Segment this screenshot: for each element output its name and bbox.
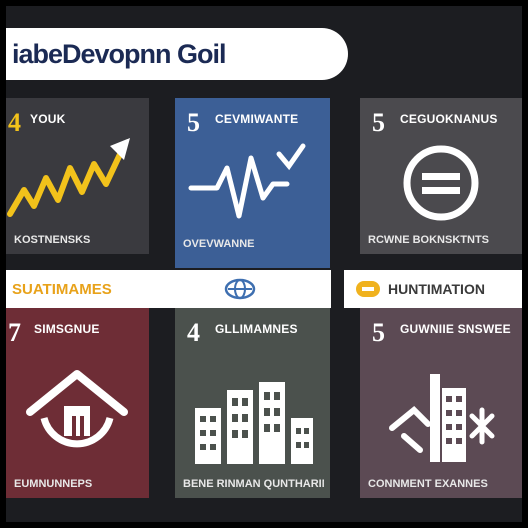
title-banner: iabeDevopnn Goil — [6, 28, 348, 80]
tile-footer: BENE RINMAN QUNTHARINES — [183, 478, 324, 490]
tile-footer: RCWNE BOKNSKTNTS — [368, 234, 489, 246]
tile-footer: KOSTNENSKS — [14, 234, 91, 246]
tile-number: 7 — [8, 318, 21, 347]
goal-tile-2: 5 CEVMIWANTE OVEVWANNE — [175, 98, 330, 268]
category-band-3: HUNTIMATION — [344, 270, 522, 308]
industry-icon — [389, 374, 495, 462]
goal-tile-5: 4 GLLIMAMNES BENE RINMAN QUNTHARINES — [175, 308, 330, 498]
city-icon — [195, 382, 313, 464]
globe-icon — [224, 278, 256, 300]
tile-heading: GUWNIIE SNSWEE — [400, 322, 511, 336]
goal-tile-4: 7 SIMSGNUE EUMNUNNEPS — [6, 308, 149, 498]
category-band-1: SUATIMAMES — [6, 270, 149, 308]
tile-heading: CEGUOKNANUS — [400, 112, 498, 126]
tile-number: 5 — [372, 108, 385, 137]
tile-heading: YOUK — [30, 112, 66, 126]
tile-heading: SIMSGNUE — [34, 322, 100, 336]
goal-tile-3: 5 CEGUOKNANUS RCWNE BOKNSKTNTS — [360, 98, 522, 254]
badge-icon — [356, 281, 380, 297]
tile-number: 5 — [187, 108, 200, 137]
tile-footer: OVEVWANNE — [183, 238, 255, 250]
goal-tile-1: 4 YOUK KOSTNENSKS — [6, 98, 149, 254]
category-band-2 — [149, 270, 331, 308]
heartbeat-icon — [188, 143, 306, 219]
tile-number: 4 — [187, 318, 200, 347]
house-icon — [26, 370, 128, 448]
band-label: SUATIMAMES — [12, 280, 112, 298]
tile-number: 4 — [8, 108, 21, 137]
infographic-frame: iabeDevopnn Goil 4 YOUK KOSTNENSKS 5 CEV… — [6, 6, 522, 522]
tile-footer: EUMNUNNEPS — [14, 478, 93, 490]
growth-chart-icon — [7, 138, 130, 217]
page-title: iabeDevopnn Goil — [12, 38, 227, 69]
tile-heading: GLLIMAMNES — [215, 322, 298, 336]
equals-circle-icon — [403, 145, 479, 221]
tile-heading: CEVMIWANTE — [215, 112, 299, 126]
band-label: HUNTIMATION — [388, 281, 485, 297]
goal-tile-6: 5 GUWNIIE SNSWEE CONNMENT EXANNES — [360, 308, 522, 498]
tile-footer: CONNMENT EXANNES — [368, 478, 488, 490]
tile-number: 5 — [372, 318, 385, 347]
